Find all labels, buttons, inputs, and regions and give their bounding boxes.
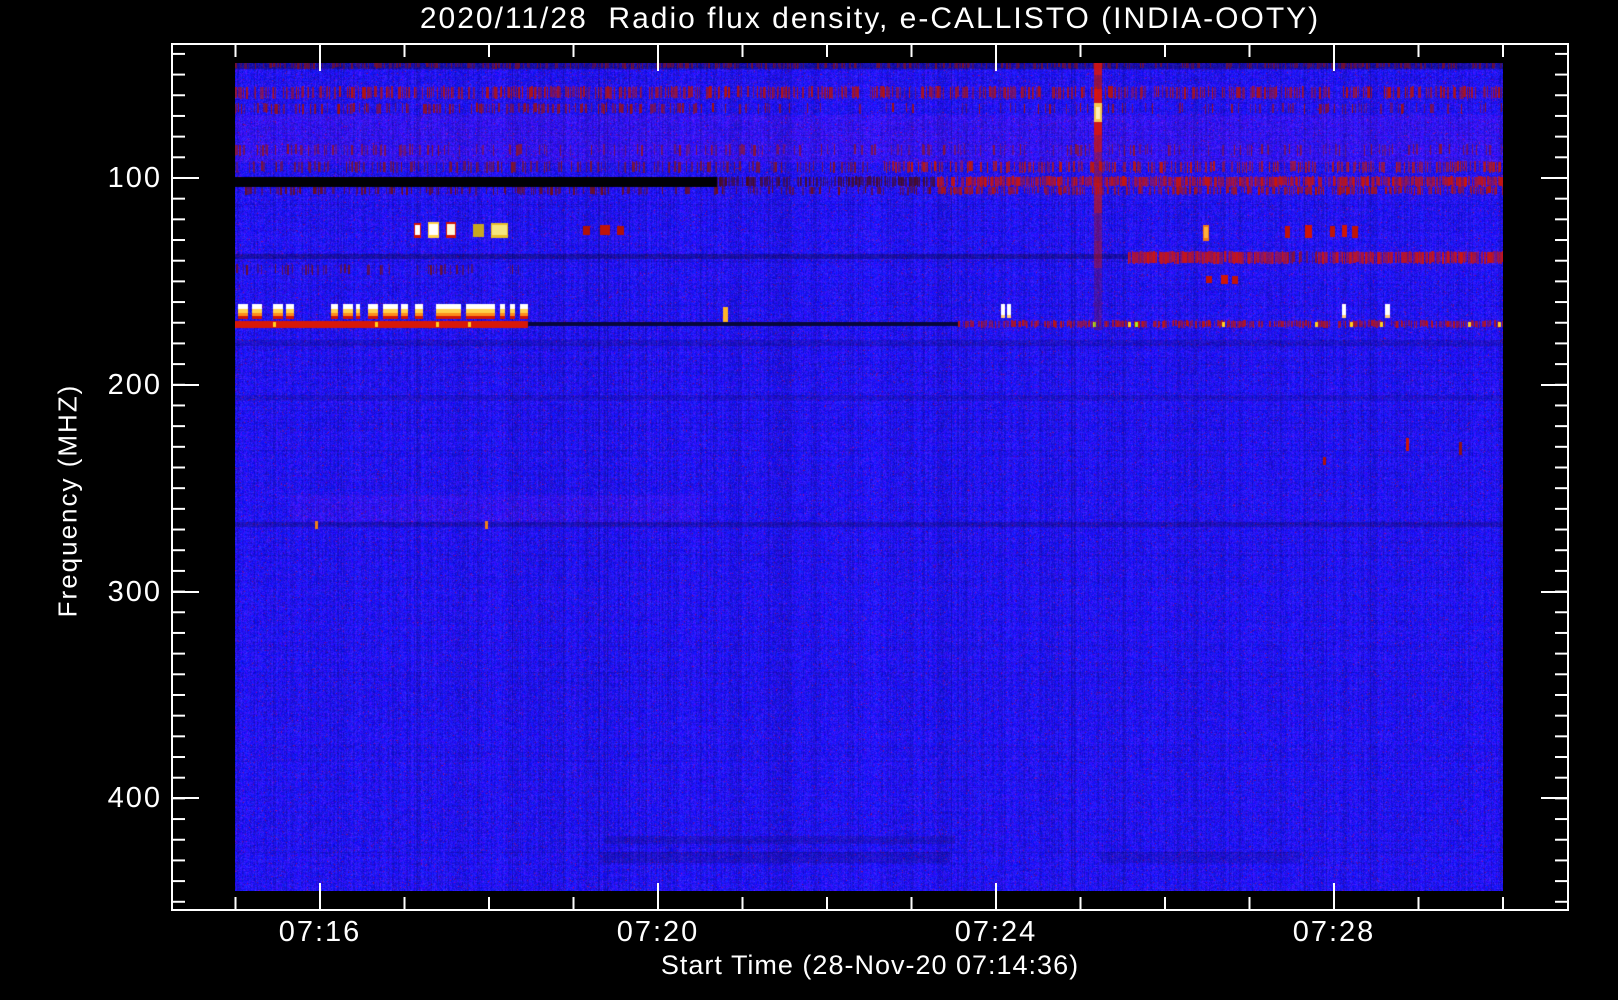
x-tick-label: 07:20	[616, 916, 700, 948]
x-tick-label: 07:16	[278, 916, 362, 948]
chart-title: 2020/11/28 Radio flux density, e-CALLIST…	[419, 2, 1321, 35]
x-tick-label: 07:24	[954, 916, 1038, 948]
x-axis-label: Start Time (28-Nov-20 07:14:36)	[660, 950, 1080, 980]
y-tick-label: 100	[107, 162, 162, 194]
y-tick-label: 200	[107, 369, 162, 401]
y-axis-label: Frequency (MHZ)	[52, 383, 83, 617]
y-tick-label: 300	[107, 576, 162, 608]
y-tick-label: 400	[107, 782, 162, 814]
x-tick-label: 07:28	[1292, 916, 1376, 948]
spectrogram-canvas	[235, 63, 1503, 891]
